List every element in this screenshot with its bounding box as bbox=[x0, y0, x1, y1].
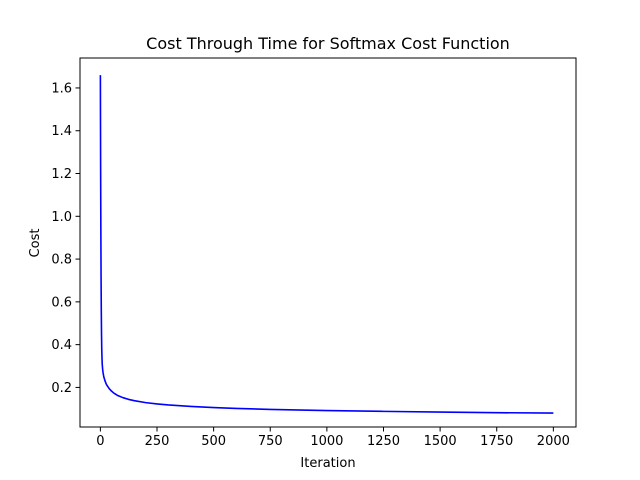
x-tick-label-0: 0 bbox=[96, 434, 104, 449]
x-tick-label-4: 1000 bbox=[310, 434, 343, 449]
chart-title: Cost Through Time for Softmax Cost Funct… bbox=[146, 34, 510, 53]
y-tick-label-7: 1.6 bbox=[51, 81, 72, 96]
x-tick-label-1: 250 bbox=[145, 434, 170, 449]
plot-frame bbox=[79, 57, 577, 428]
y-tick-label-6: 1.4 bbox=[51, 124, 72, 139]
y-tick-label-4: 1.0 bbox=[51, 210, 72, 225]
y-axis-label: Cost bbox=[28, 229, 43, 258]
y-tick-label-2: 0.6 bbox=[51, 295, 72, 310]
x-tick-label-7: 1750 bbox=[480, 434, 513, 449]
plot-area: 0 250 500 750 1000 1250 1500 1750 2000 0.2 0.4 0.6 0… bbox=[51, 57, 577, 449]
y-tick-label-0: 0.2 bbox=[51, 381, 72, 396]
x-tick-label-6: 1500 bbox=[424, 434, 457, 449]
y-tick-label-1: 0.4 bbox=[51, 338, 72, 353]
x-tick-label-8: 2000 bbox=[537, 434, 570, 449]
y-tick-label-3: 0.8 bbox=[51, 253, 72, 268]
series-line-0 bbox=[99, 75, 554, 414]
x-tick-label-2: 500 bbox=[201, 434, 226, 449]
x-tick-label-5: 1250 bbox=[367, 434, 400, 449]
y-tick-label-5: 1.2 bbox=[51, 167, 72, 182]
x-tick-label-3: 750 bbox=[258, 434, 283, 449]
x-axis-label: Iteration bbox=[300, 456, 355, 471]
